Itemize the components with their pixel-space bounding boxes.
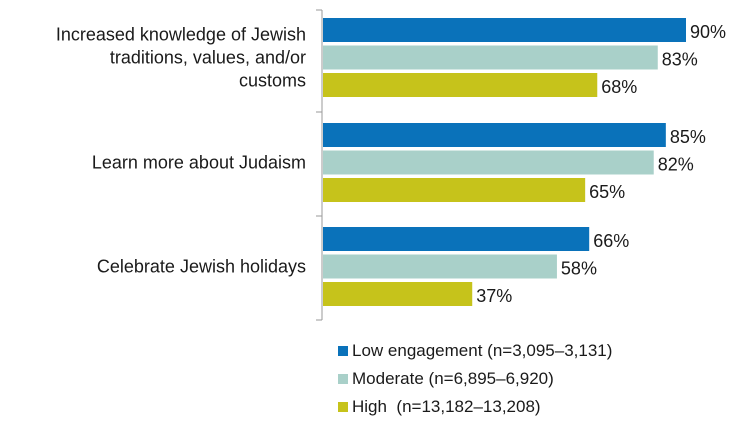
category-label: Celebrate Jewish holidays (97, 257, 306, 277)
bar (323, 227, 590, 251)
data-label: 66% (593, 231, 629, 251)
data-label: 37% (476, 286, 512, 306)
category-label: Learn more about Judaism (92, 153, 306, 173)
data-label: 68% (601, 77, 637, 97)
data-label: 83% (662, 50, 698, 70)
data-label: 82% (658, 155, 694, 175)
data-label: 58% (561, 259, 597, 279)
legend-swatch (338, 374, 348, 384)
bar (323, 73, 598, 97)
bar (323, 178, 586, 202)
bar (323, 150, 654, 175)
category-label: traditions, values, and/or (110, 48, 306, 68)
category-label: Increased knowledge of Jewish (56, 25, 306, 45)
legend-label: Moderate (n=6,895–6,920) (352, 369, 554, 388)
bar (323, 123, 666, 147)
bar (323, 45, 658, 70)
legend-label: High (n=13,182–13,208) (352, 397, 541, 416)
data-label: 65% (589, 182, 625, 202)
legend-swatch (338, 402, 348, 412)
bar (323, 18, 686, 42)
legend-swatch (338, 346, 348, 356)
category-label: customs (239, 71, 306, 91)
data-label: 90% (690, 22, 726, 42)
legend-label: Low engagement (n=3,095–3,131) (352, 341, 612, 360)
data-label: 85% (670, 127, 706, 147)
bar (323, 282, 473, 306)
bar (323, 254, 557, 279)
